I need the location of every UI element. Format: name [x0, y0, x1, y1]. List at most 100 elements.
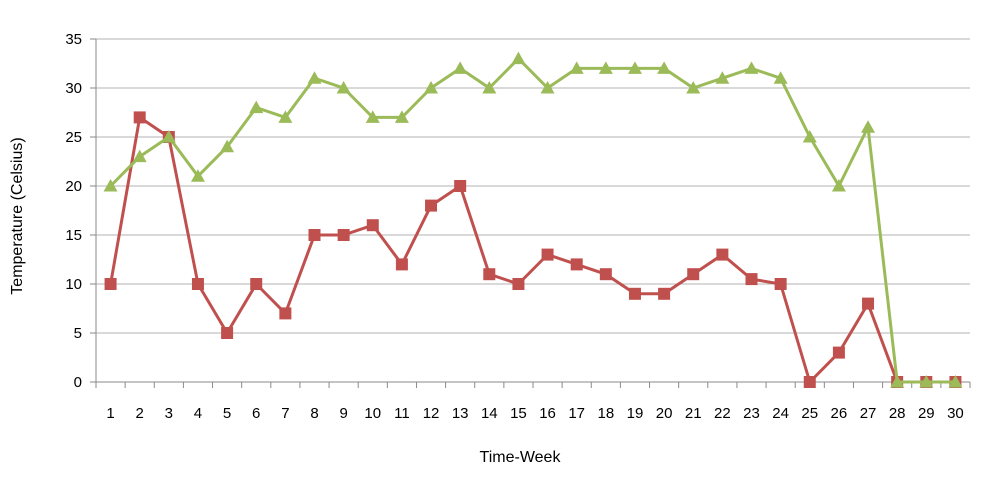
x-tick-label: 20 — [656, 405, 673, 422]
data-point — [744, 61, 759, 74]
data-point — [483, 268, 496, 281]
x-axis-title: Time-Week — [480, 449, 562, 466]
gridlines — [96, 38, 970, 334]
data-point — [104, 278, 117, 290]
x-tick-label: 24 — [772, 405, 789, 422]
data-point — [540, 81, 555, 94]
x-tick-label: 29 — [918, 405, 935, 422]
data-point — [598, 61, 613, 74]
data-point — [512, 278, 525, 290]
data-point — [802, 130, 817, 143]
x-tick-label: 15 — [510, 405, 527, 422]
x-tick-label: 11 — [394, 405, 410, 422]
data-point — [221, 327, 234, 339]
data-point — [774, 278, 787, 290]
data-point — [249, 100, 264, 114]
series-2 — [103, 51, 963, 388]
data-point — [890, 375, 905, 388]
x-tick-labels: 1 2 3 4 5 6 7 8 9 10 11 12 13 14 15 16 17 18 19 20 21 22 23 24 2… — [106, 405, 963, 422]
data-point — [658, 287, 671, 300]
data-point — [861, 120, 876, 133]
data-point — [132, 149, 147, 163]
data-point — [395, 258, 408, 271]
data-point — [511, 51, 526, 65]
data-point — [686, 81, 701, 94]
series-group — [103, 51, 963, 388]
series-line — [109, 57, 956, 384]
data-point — [831, 179, 846, 192]
data-point — [307, 71, 322, 84]
x-tick-label: 26 — [831, 405, 848, 422]
data-point — [657, 61, 672, 74]
data-point — [541, 248, 554, 261]
y-tick-label: 10 — [65, 276, 82, 293]
x-tick-label: 23 — [743, 405, 760, 422]
data-point — [190, 169, 205, 182]
series-line — [109, 115, 956, 384]
data-point — [570, 258, 583, 271]
series-1 — [104, 111, 962, 388]
data-point — [454, 180, 467, 192]
x-tick-label: 7 — [281, 405, 289, 422]
y-tick-label: 15 — [65, 227, 82, 244]
x-tick-label: 1 — [106, 405, 114, 422]
data-point — [862, 297, 875, 310]
data-point — [425, 199, 438, 212]
x-tick-label: 5 — [223, 405, 231, 422]
x-tick-label: 21 — [685, 405, 702, 422]
x-tick-label: 27 — [860, 405, 877, 422]
y-tick-label: 5 — [74, 325, 82, 342]
y-tick-label: 20 — [65, 178, 82, 195]
data-point — [948, 375, 963, 388]
x-tick-label: 18 — [597, 405, 614, 422]
x-tick-label: 8 — [310, 405, 318, 422]
data-point — [745, 273, 758, 286]
y-tick-label: 25 — [65, 129, 82, 146]
data-point — [191, 278, 204, 290]
x-tick-label: 6 — [252, 405, 260, 422]
data-point — [482, 81, 497, 94]
x-tick-label: 30 — [947, 405, 964, 422]
y-tick-label: 30 — [65, 80, 82, 97]
data-point — [569, 61, 584, 74]
data-point — [250, 278, 263, 290]
x-tick-label: 19 — [627, 405, 644, 422]
x-tick-label: 10 — [364, 405, 381, 422]
data-point — [337, 229, 350, 241]
x-tick-label: 28 — [889, 405, 906, 422]
data-point — [366, 219, 379, 232]
x-tick-label: 14 — [481, 405, 498, 422]
x-tick-label: 22 — [714, 405, 731, 422]
data-point — [832, 346, 845, 359]
data-point — [133, 111, 146, 124]
x-tick-label: 3 — [165, 405, 173, 422]
data-point — [336, 81, 351, 94]
x-tick-label: 2 — [136, 405, 144, 422]
data-point — [716, 248, 729, 261]
data-point — [103, 179, 118, 192]
data-point — [599, 268, 612, 281]
y-tick-labels: 0 5 10 15 20 25 30 35 — [65, 31, 82, 391]
data-point — [687, 268, 700, 281]
data-point — [715, 71, 730, 84]
x-tick-label: 9 — [339, 405, 347, 422]
x-tick-label: 16 — [539, 405, 556, 422]
data-point — [919, 375, 934, 388]
data-point — [453, 61, 468, 74]
data-point — [220, 139, 235, 153]
data-point — [394, 110, 409, 123]
y-tick-label: 0 — [74, 374, 82, 391]
data-point — [773, 71, 788, 84]
data-point — [365, 110, 380, 123]
x-tick-label: 12 — [423, 405, 440, 422]
data-point — [279, 307, 292, 320]
y-axis-title: Temperature (Celsius) — [9, 137, 26, 294]
data-point — [278, 110, 293, 123]
x-tick-label: 4 — [194, 405, 202, 422]
data-point — [803, 376, 816, 388]
x-tick-label: 25 — [801, 405, 818, 422]
data-point — [161, 130, 176, 143]
data-point — [628, 287, 641, 300]
data-point — [424, 81, 439, 94]
